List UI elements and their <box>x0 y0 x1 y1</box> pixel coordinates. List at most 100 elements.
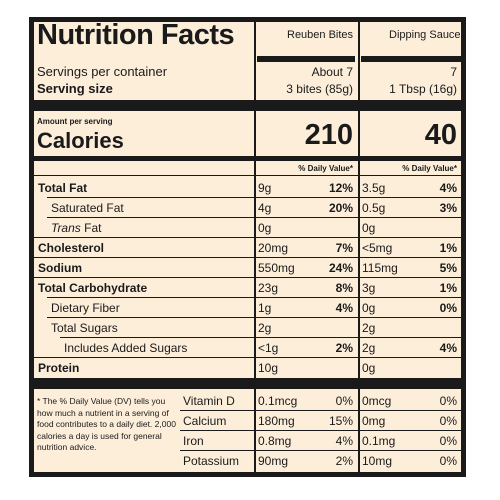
thick-bar-bottom <box>34 378 461 389</box>
vitamin-rule <box>180 410 461 411</box>
calories-label: Calories <box>37 128 124 153</box>
header-bar-col1 <box>257 56 355 62</box>
thick-bar-top <box>34 100 461 111</box>
nutrient-rule <box>34 257 461 258</box>
vitamin-c2: 0.1mg <box>362 434 396 448</box>
vitamin-label: Calcium <box>183 414 227 428</box>
nutrient-d1: 4% <box>335 301 353 315</box>
vitamin-c2: 0mg <box>362 414 386 428</box>
nutrient-c2: 0g <box>362 301 376 315</box>
nutrient-rule <box>47 197 461 198</box>
calories-col2: 40 <box>424 119 457 151</box>
servings-col2: 7 <box>450 65 457 79</box>
dv-header-rule <box>34 175 461 176</box>
nutrient-rule <box>34 237 461 238</box>
column-divider-1 <box>254 22 256 473</box>
nutrient-c2: 0g <box>362 361 376 375</box>
serving-size-col1: 3 bites (85g) <box>286 82 353 96</box>
nutrient-d1: 7% <box>335 241 353 255</box>
vitamin-rule <box>180 450 461 451</box>
vitamin-d2: 0% <box>439 414 457 428</box>
vitamin-c1: 0.8mg <box>258 434 292 448</box>
dv-header-col2: % Daily Value* <box>402 164 457 173</box>
nutrient-label: Includes Added Sugars <box>64 341 188 355</box>
nutrient-rule <box>47 297 461 298</box>
vitamin-label: Potassium <box>183 454 240 468</box>
nutrient-label: Cholesterol <box>38 241 105 255</box>
nutrient-rule <box>34 357 461 358</box>
nutrient-d1: 24% <box>328 261 353 275</box>
vitamin-d1: 0% <box>335 394 353 408</box>
vitamin-label: Vitamin D <box>183 394 235 408</box>
servings-per-container-label: Servings per container <box>37 64 168 79</box>
nutrient-c2: 3g <box>362 281 376 295</box>
serving-size-col2: 1 Tbsp (16g) <box>389 82 457 96</box>
nutrient-c2: 115mg <box>362 261 398 275</box>
amount-per-serving: Amount per serving <box>37 117 113 126</box>
nutrient-d2: 4% <box>439 181 457 195</box>
vitamin-c2: 10mg <box>362 454 393 468</box>
nutrient-c1: <1g <box>258 341 279 355</box>
nutrient-d1: 20% <box>328 201 353 215</box>
serving-size-label: Serving size <box>37 81 113 96</box>
vitamin-d1: 15% <box>328 414 353 428</box>
nutrient-c2: 2g <box>362 341 376 355</box>
nutrient-c2: 2g <box>362 321 376 335</box>
dv-header-col1: % Daily Value* <box>298 164 353 173</box>
nutrient-label: Saturated Fat <box>51 201 124 215</box>
nutrient-label: Total Sugars <box>51 321 118 335</box>
nutrient-c1: 4g <box>258 201 272 215</box>
nutrient-d1: 12% <box>328 181 353 195</box>
nutrient-rule <box>60 337 461 338</box>
nutrient-label: Sodium <box>38 261 82 275</box>
nutrient-d1: 8% <box>335 281 353 295</box>
nutrient-c2: 3.5g <box>362 181 386 195</box>
servings-col1: About 7 <box>311 65 353 79</box>
nutrient-c1: 20mg <box>258 241 289 255</box>
nutrient-d2: 1% <box>439 281 457 295</box>
vitamin-label: Iron <box>183 434 204 448</box>
nutrient-d2: 3% <box>439 201 457 215</box>
vitamin-rule <box>180 430 461 431</box>
thick-bar-calories <box>34 156 461 161</box>
vitamin-c2: 0mcg <box>362 394 392 408</box>
vitamin-d2: 0% <box>439 434 457 448</box>
nutrient-c1: 10g <box>258 361 279 375</box>
nutrient-d1: 2% <box>335 341 353 355</box>
vitamin-d1: 4% <box>335 434 353 448</box>
column-header-dipping-sauce: Dipping Sauce <box>389 29 461 41</box>
nutrient-d2: 0% <box>439 301 457 315</box>
header-bar-col2 <box>361 56 461 62</box>
calories-col1: 210 <box>304 119 353 151</box>
nutrient-c1: 1g <box>258 301 272 315</box>
label-title: Nutrition Facts <box>37 19 235 51</box>
nutrient-d2: 1% <box>439 241 457 255</box>
column-header-reuben-bites: Reuben Bites <box>287 29 354 41</box>
nutrient-d2: 4% <box>439 341 457 355</box>
nutrient-label: Dietary Fiber <box>51 301 120 315</box>
nutrient-c1: 9g <box>258 181 272 195</box>
nutrition-label <box>29 17 466 477</box>
nutrient-c1: 550mg <box>258 261 295 275</box>
nutrient-label-italic: Trans <box>51 221 81 235</box>
nutrient-rule <box>34 277 461 278</box>
nutrient-c1: 2g <box>258 321 272 335</box>
nutrient-c2: 0.5g <box>362 201 386 215</box>
column-divider-2 <box>358 22 360 473</box>
nutrient-c2: 0g <box>362 221 376 235</box>
nutrient-label: Total Carbohydrate <box>38 281 148 295</box>
footnote: * The % Daily Value (DV) tells you how m… <box>37 396 176 452</box>
vitamin-c1: 0.1mcg <box>258 394 298 408</box>
nutrient-rule <box>47 317 461 318</box>
vitamin-d2: 0% <box>439 394 457 408</box>
vitamin-c1: 90mg <box>258 454 289 468</box>
nutrient-label-rest: Fat <box>80 221 102 235</box>
vitamin-d2: 0% <box>439 454 457 468</box>
nutrient-c1: 0g <box>258 221 272 235</box>
nutrient-c1: 23g <box>258 281 279 295</box>
vitamin-c1: 180mg <box>258 414 295 428</box>
nutrient-label: Total Fat <box>38 181 88 195</box>
nutrient-d2: 5% <box>439 261 457 275</box>
nutrient-c2: <5mg <box>362 241 393 255</box>
nutrient-label: Trans Fat <box>51 221 101 235</box>
